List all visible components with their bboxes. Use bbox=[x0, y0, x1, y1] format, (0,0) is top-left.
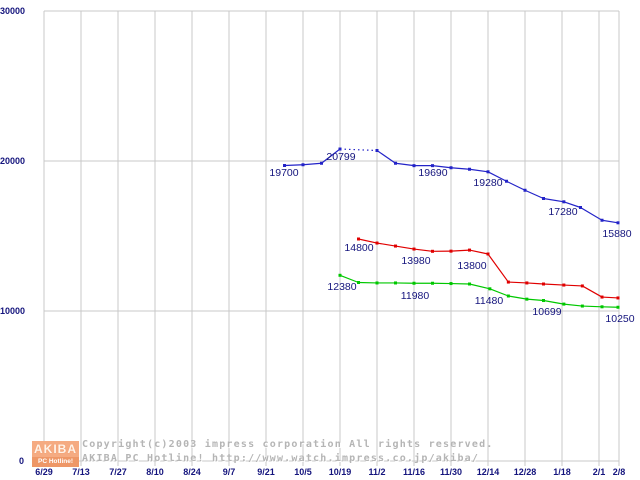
data-point-marker-mid-price bbox=[431, 249, 434, 253]
data-point-marker-mid-price bbox=[600, 295, 604, 299]
data-point-marker-mid-price bbox=[449, 249, 453, 253]
series-segment-low-price bbox=[508, 295, 527, 300]
logo-akiba-text: AKIBA bbox=[34, 442, 77, 456]
data-point-marker-low-price bbox=[506, 294, 510, 298]
series-segment-low-price bbox=[543, 299, 564, 305]
series-segment-mid-price bbox=[450, 249, 470, 252]
data-point-marker-high-price bbox=[468, 167, 471, 171]
series-segment-high-price bbox=[450, 167, 470, 170]
copyright-line-1: Copyright(c)2003 impress corporation All… bbox=[82, 439, 494, 450]
data-point-marker-low-price bbox=[488, 287, 492, 291]
series-segment-high-price bbox=[601, 219, 619, 224]
data-point-marker-high-price bbox=[431, 164, 434, 168]
series-segment-high-price bbox=[284, 164, 304, 167]
data-point-marker-low-price bbox=[431, 281, 434, 285]
copyright-line-2: AKIBA PC Hotline! http://www.watch.impre… bbox=[82, 453, 480, 464]
logo-pc-hotline-text: PC Hotline! bbox=[32, 457, 79, 467]
data-point-marker-low-price bbox=[449, 282, 453, 286]
data-point-marker-low-price bbox=[412, 281, 416, 285]
series-segment-high-price bbox=[524, 189, 544, 200]
data-point-marker-high-price bbox=[301, 163, 305, 167]
data-point-marker-high-price bbox=[616, 221, 620, 225]
data-point-marker-low-price bbox=[542, 299, 545, 303]
data-point-marker-high-price bbox=[320, 161, 323, 165]
copyright-watermark: Copyright(c)2003 impress corporation All… bbox=[82, 438, 494, 466]
data-point-marker-low-price bbox=[357, 281, 360, 284]
data-point-marker-mid-price bbox=[468, 248, 471, 252]
data-point-marker-high-price bbox=[486, 170, 490, 174]
data-point-marker-high-price bbox=[562, 200, 566, 204]
series-segment-mid-price bbox=[508, 281, 527, 284]
data-point-marker-high-price bbox=[523, 188, 527, 192]
series-segment-high-price bbox=[376, 150, 396, 164]
data-point-marker-high-price bbox=[412, 164, 416, 168]
data-point-marker-high-price bbox=[505, 179, 508, 183]
series-segment-mid-price bbox=[582, 285, 603, 298]
series-segment-mid-price bbox=[413, 248, 433, 252]
data-point-marker-low-price bbox=[580, 304, 584, 308]
series-segment-mid-price bbox=[563, 284, 583, 287]
series-segment-mid-price bbox=[543, 283, 564, 286]
series-segment-mid-price bbox=[358, 238, 378, 244]
data-point-marker-high-price bbox=[579, 206, 582, 209]
series-segment-mid-price bbox=[487, 253, 509, 283]
data-point-marker-mid-price bbox=[542, 282, 545, 286]
akiba-pc-hotline-logo: AKIBA PC Hotline! bbox=[32, 441, 79, 467]
data-point-marker-mid-price bbox=[486, 252, 490, 256]
data-point-marker-mid-price bbox=[506, 280, 510, 284]
series-segment-mid-price bbox=[601, 296, 619, 299]
series-segment-high-price bbox=[432, 165, 452, 169]
data-point-marker-low-price bbox=[616, 305, 620, 309]
data-point-marker-mid-price bbox=[412, 247, 416, 251]
data-point-marker-mid-price bbox=[616, 296, 620, 300]
data-point-marker-mid-price bbox=[580, 284, 584, 288]
data-point-marker-mid-price bbox=[394, 244, 397, 248]
series-segment-low-price bbox=[582, 305, 603, 308]
series-segment-low-price bbox=[469, 283, 490, 290]
data-point-marker-high-price bbox=[394, 161, 397, 165]
series-segment-high-price bbox=[506, 180, 526, 191]
series-segment-high-price bbox=[580, 206, 603, 221]
data-point-marker-high-price bbox=[542, 197, 545, 200]
series-segment-high-price bbox=[395, 162, 415, 167]
data-point-marker-low-price bbox=[394, 281, 397, 285]
series-segment-high-price bbox=[302, 162, 322, 166]
series-segment-high-price bbox=[487, 171, 507, 182]
data-point-marker-high-price bbox=[375, 149, 379, 152]
data-point-marker-low-price bbox=[562, 302, 566, 306]
series-segment-high-price bbox=[563, 201, 581, 209]
series-segment-low-price bbox=[489, 288, 509, 297]
series-segment-low-price bbox=[339, 274, 359, 284]
series-segment-high-price bbox=[321, 148, 341, 164]
series-segment-low-price bbox=[563, 303, 583, 307]
data-point-marker-mid-price bbox=[562, 283, 566, 287]
data-point-marker-low-price bbox=[600, 305, 604, 309]
series-segment-mid-price bbox=[395, 245, 415, 250]
series-segment-mid-price bbox=[526, 282, 544, 285]
data-point-marker-high-price bbox=[283, 164, 286, 167]
series-segment-high-price bbox=[469, 168, 489, 173]
data-point-marker-high-price bbox=[600, 218, 604, 222]
data-point-marker-mid-price bbox=[375, 241, 379, 245]
data-point-marker-low-price bbox=[375, 281, 379, 285]
data-point-marker-low-price bbox=[468, 282, 471, 286]
data-point-marker-low-price bbox=[525, 297, 529, 301]
series-segment-mid-price bbox=[469, 249, 489, 255]
data-point-marker-mid-price bbox=[525, 281, 529, 285]
data-point-marker-high-price bbox=[449, 166, 453, 170]
series-segment-mid-price bbox=[376, 242, 396, 247]
data-point-marker-mid-price bbox=[357, 237, 360, 241]
series-segment-high-price bbox=[543, 197, 564, 203]
data-point-marker-high-price bbox=[338, 147, 342, 151]
series-segment-high-price bbox=[339, 148, 378, 152]
data-point-marker-low-price bbox=[338, 273, 342, 277]
series-segment-low-price bbox=[526, 298, 544, 302]
